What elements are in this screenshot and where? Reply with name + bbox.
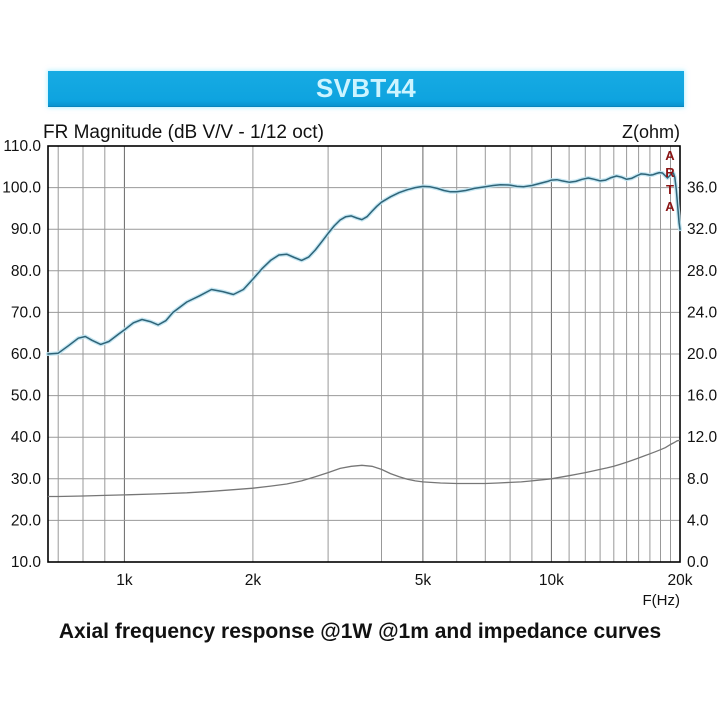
svg-text:2k: 2k [245, 572, 262, 589]
svg-text:12.0: 12.0 [687, 429, 718, 446]
svg-text:20k: 20k [668, 572, 693, 589]
svg-text:70.0: 70.0 [11, 304, 42, 321]
svg-text:8.0: 8.0 [687, 471, 709, 488]
svg-text:0.0: 0.0 [687, 554, 709, 571]
svg-text:36.0: 36.0 [687, 180, 718, 197]
svg-text:20.0: 20.0 [11, 512, 42, 529]
svg-text:100.0: 100.0 [2, 180, 41, 197]
svg-text:40.0: 40.0 [11, 429, 42, 446]
svg-text:32.0: 32.0 [687, 221, 718, 238]
svg-text:F(Hz): F(Hz) [643, 592, 681, 609]
svg-text:28.0: 28.0 [687, 263, 718, 280]
svg-text:A: A [665, 199, 675, 214]
svg-text:20.0: 20.0 [687, 346, 718, 363]
svg-text:90.0: 90.0 [11, 221, 42, 238]
svg-text:5k: 5k [415, 572, 432, 589]
svg-text:24.0: 24.0 [687, 304, 718, 321]
svg-text:110.0: 110.0 [3, 138, 41, 155]
svg-text:80.0: 80.0 [11, 263, 42, 280]
svg-text:10k: 10k [539, 572, 564, 589]
svg-text:10.0: 10.0 [11, 554, 42, 571]
svg-text:A: A [665, 148, 675, 163]
svg-text:16.0: 16.0 [687, 388, 718, 405]
svg-text:R: R [665, 165, 675, 180]
svg-text:30.0: 30.0 [11, 471, 42, 488]
svg-text:50.0: 50.0 [11, 388, 42, 405]
svg-text:60.0: 60.0 [11, 346, 42, 363]
svg-text:4.0: 4.0 [687, 512, 709, 529]
svg-text:1k: 1k [116, 572, 133, 589]
svg-text:T: T [666, 182, 674, 197]
